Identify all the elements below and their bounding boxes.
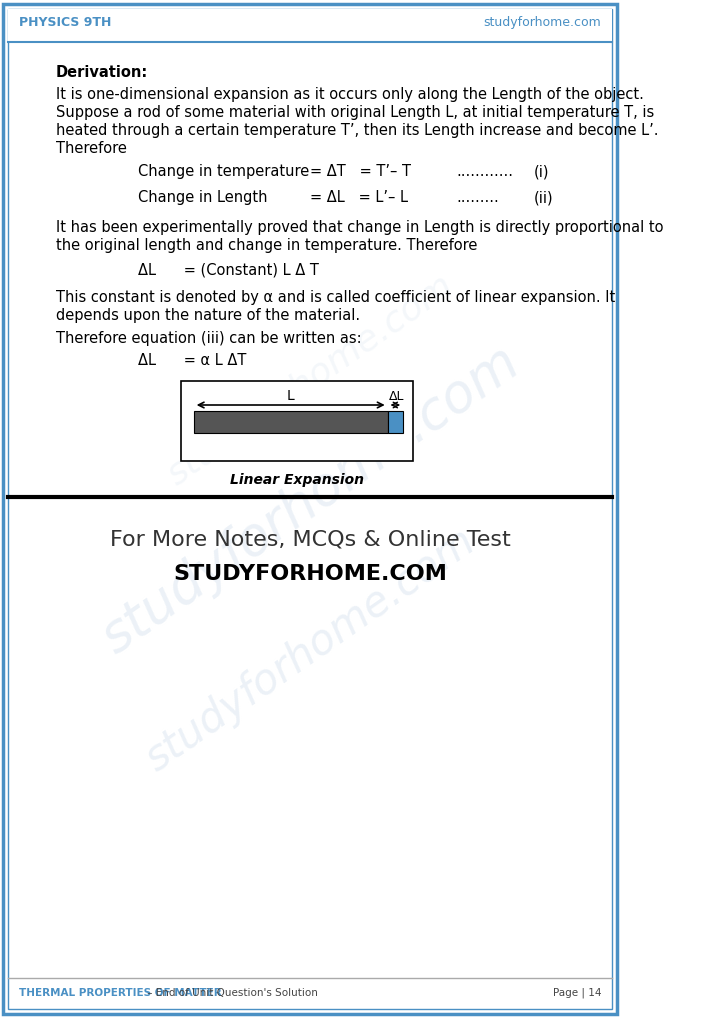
Text: Therefore: Therefore — [56, 142, 127, 156]
Text: Page | 14: Page | 14 — [553, 987, 601, 999]
Text: PHYSICS 9TH: PHYSICS 9TH — [19, 15, 112, 29]
Text: = ΔL   = L’– L: = ΔL = L’– L — [310, 190, 408, 205]
Text: heated through a certain temperature T’, then its Length increase and become L’.: heated through a certain temperature T’,… — [56, 123, 659, 138]
Text: ............: ............ — [456, 164, 513, 179]
Text: THERMAL PROPERTIES OF MATTER: THERMAL PROPERTIES OF MATTER — [19, 988, 222, 998]
Text: (ii): (ii) — [534, 190, 554, 205]
FancyBboxPatch shape — [4, 4, 616, 1014]
Text: the original length and change in temperature. Therefore: the original length and change in temper… — [56, 238, 477, 253]
Text: .........: ......... — [456, 190, 499, 205]
Text: ΔL      = α L ΔT: ΔL = α L ΔT — [138, 353, 246, 367]
Text: (i): (i) — [534, 164, 549, 179]
Bar — [8, 9, 613, 42]
Text: – End of Unit Question's Solution: – End of Unit Question's Solution — [144, 988, 318, 998]
FancyBboxPatch shape — [8, 9, 613, 1009]
Text: Change in temperature: Change in temperature — [138, 164, 309, 179]
Text: studyforhome.com: studyforhome.com — [137, 520, 483, 780]
Bar — [387, 411, 403, 433]
Text: studyforhome.com: studyforhome.com — [483, 15, 601, 29]
Text: It is one-dimensional expansion as it occurs only along the Length of the object: It is one-dimensional expansion as it oc… — [56, 87, 644, 102]
Text: Linear Expansion: Linear Expansion — [230, 473, 364, 487]
Text: Change in Length: Change in Length — [138, 190, 267, 205]
Text: ΔL      = (Constant) L Δ T: ΔL = (Constant) L Δ T — [138, 262, 319, 277]
Text: This constant is denoted by α and is called coefficient of linear expansion. It: This constant is denoted by α and is cal… — [56, 290, 615, 305]
Text: STUDYFORHOME.COM: STUDYFORHOME.COM — [173, 564, 447, 584]
Text: For More Notes, MCQs & Online Test: For More Notes, MCQs & Online Test — [109, 529, 510, 549]
Bar — [181, 381, 413, 461]
Text: studyforhome.com: studyforhome.com — [161, 269, 459, 492]
Bar — [194, 411, 387, 433]
Text: Therefore equation (iii) can be written as:: Therefore equation (iii) can be written … — [56, 331, 361, 346]
Text: ΔL: ΔL — [390, 390, 405, 403]
Text: Derivation:: Derivation: — [56, 65, 148, 80]
Text: depends upon the nature of the material.: depends upon the nature of the material. — [56, 308, 360, 323]
Text: It has been experimentally proved that change in Length is directly proportional: It has been experimentally proved that c… — [56, 220, 664, 235]
Text: Suppose a rod of some material with original Length L, at initial temperature T,: Suppose a rod of some material with orig… — [56, 105, 654, 120]
Text: = ΔT   = T’– T: = ΔT = T’– T — [310, 164, 411, 179]
Text: L: L — [287, 389, 294, 403]
Text: studyforhome.com: studyforhome.com — [91, 336, 529, 664]
